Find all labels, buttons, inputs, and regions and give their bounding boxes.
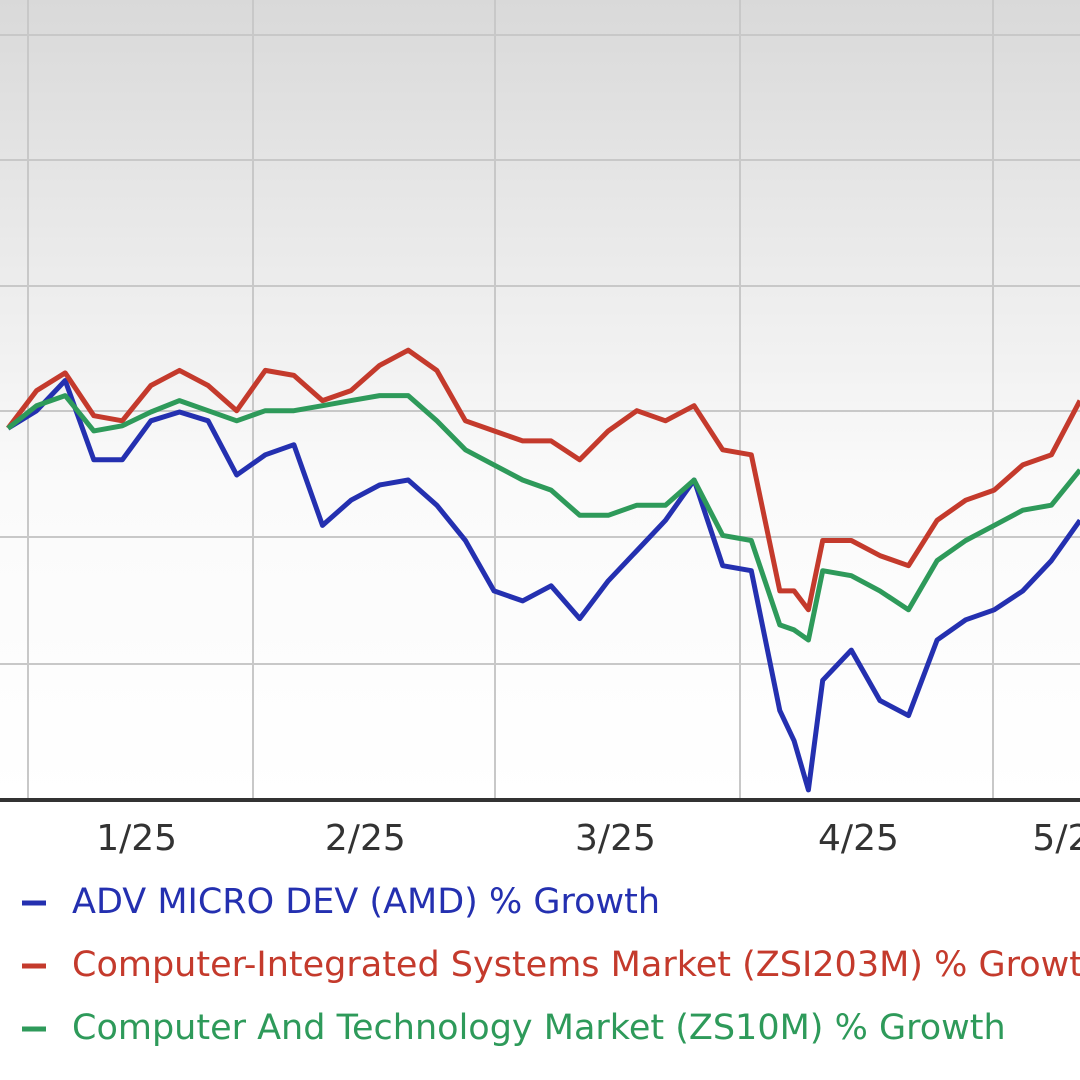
legend-entry: ADV MICRO DEV (AMD) % Growth bbox=[22, 882, 660, 922]
legend-label: ADV MICRO DEV (AMD) % Growth bbox=[72, 882, 660, 922]
legend-entry: Computer And Technology Market (ZS10M) %… bbox=[22, 1008, 1006, 1048]
legend-entry: Computer-Integrated Systems Market (ZSI2… bbox=[22, 945, 1080, 985]
x-tick-label: 4/25 bbox=[818, 818, 899, 859]
x-tick-label: 5/25 bbox=[1032, 818, 1080, 859]
plot-background bbox=[0, 0, 1080, 800]
line-series bbox=[6, 393, 1080, 643]
line-series bbox=[6, 347, 1080, 613]
legend-label: Computer And Technology Market (ZS10M) %… bbox=[72, 1008, 1006, 1048]
x-tick-label: 3/25 bbox=[575, 818, 656, 859]
x-tick-label: 1/25 bbox=[96, 818, 177, 859]
legend-label: Computer-Integrated Systems Market (ZSI2… bbox=[72, 945, 1080, 985]
x-tick-label: 2/25 bbox=[325, 818, 406, 859]
line-series bbox=[6, 378, 1080, 793]
